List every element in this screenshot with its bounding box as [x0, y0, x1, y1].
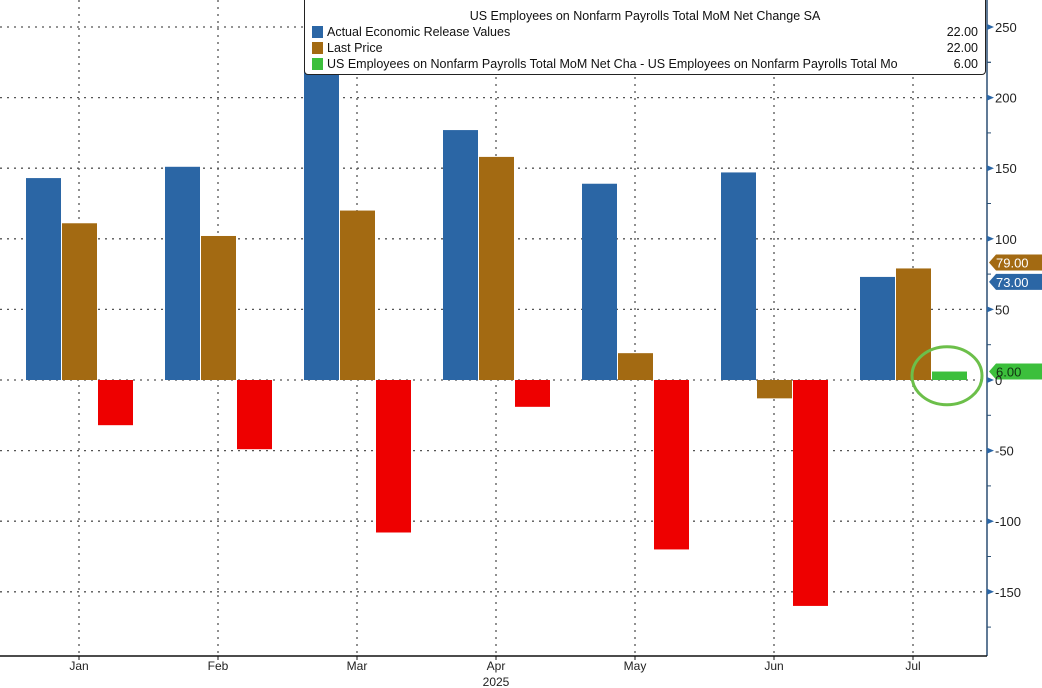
- legend: US Employees on Nonfarm Payrolls Total M…: [304, 0, 986, 75]
- bar-jul-series-2: [932, 371, 967, 380]
- y-tick-marker: [987, 165, 994, 172]
- y-tick-label: 250: [995, 20, 1017, 35]
- bar-jun-series-0: [721, 172, 756, 380]
- x-tick-label: Jun: [764, 659, 783, 673]
- bar-jan-series-0: [26, 178, 61, 380]
- y-tick-marker: [987, 588, 994, 595]
- y-tick-marker: [987, 377, 994, 383]
- x-tick-label: Feb: [208, 659, 229, 673]
- legend-label: US Employees on Nonfarm Payrolls Total M…: [327, 57, 898, 71]
- bar-jan-series-1: [62, 223, 97, 380]
- y-tick-label: 100: [995, 232, 1017, 247]
- bar-feb-series-1: [201, 235, 236, 380]
- bar-jun-series-2: [793, 380, 828, 606]
- legend-value: 22.00: [946, 41, 978, 55]
- highlight-circle: [910, 345, 984, 407]
- bar-jul-series-0: [860, 276, 895, 380]
- legend-label: Actual Economic Release Values: [327, 25, 511, 39]
- y-tick-label: -150: [995, 585, 1021, 600]
- bar-jun-series-1: [757, 380, 792, 399]
- bars: [26, 58, 967, 606]
- legend-value: 6.00: [953, 57, 978, 71]
- legend-item-difference: US Employees on Nonfarm Payrolls Total M…: [305, 56, 985, 72]
- bar-feb-series-2: [237, 380, 272, 450]
- bar-jul-series-1: [896, 268, 931, 380]
- y-tick-marker: [987, 24, 994, 30]
- x-axis-labels: Jan Feb Mar Apr May Jun Jul 2025: [69, 659, 920, 688]
- legend-item-last-price: Last Price 22.00: [305, 40, 985, 56]
- last-value-label: 79.00: [996, 255, 1029, 270]
- legend-item-actual: Actual Economic Release Values 22.00: [305, 24, 985, 40]
- annotations: 79.00 73.00 6.00: [910, 254, 1042, 407]
- last-value-tag: [989, 254, 1042, 271]
- bar-mar-series-2: [376, 380, 411, 533]
- bar-may-series-2: [654, 380, 689, 550]
- x-tick-label: May: [624, 659, 647, 673]
- y-tick-marker: [987, 447, 994, 454]
- chart-title: US Employees on Nonfarm Payrolls Total M…: [469, 9, 821, 23]
- axes: [0, 0, 994, 660]
- bar-mar-series-0: [304, 58, 339, 381]
- bar-mar-series-1: [340, 210, 375, 380]
- last-value-tag: [989, 273, 1042, 290]
- y-tick-label: 0: [995, 373, 1002, 388]
- y-tick-marker: [987, 518, 994, 525]
- bar-feb-series-0: [165, 166, 200, 380]
- x-axis-year-label: 2025: [483, 675, 510, 688]
- bar-may-series-0: [582, 183, 617, 380]
- x-tick-label: Apr: [487, 659, 506, 673]
- legend-swatch-difference: [312, 58, 323, 70]
- y-tick-marker: [987, 94, 994, 101]
- bar-apr-series-1: [479, 156, 514, 380]
- bar-jan-series-2: [98, 380, 133, 426]
- y-tick-label: 50: [995, 302, 1009, 317]
- legend-swatch-actual: [312, 26, 323, 38]
- last-value-label: 6.00: [996, 365, 1021, 380]
- bar-may-series-1: [618, 353, 653, 380]
- legend-value: 22.00: [946, 25, 978, 39]
- last-value-tag: [989, 363, 1042, 380]
- y-tick-marker: [987, 306, 994, 313]
- y-tick-label: -100: [995, 514, 1021, 529]
- gridlines: [0, 0, 987, 656]
- y-tick-label: 150: [995, 161, 1017, 176]
- x-tick-label: Mar: [347, 659, 368, 673]
- legend-label: Last Price: [327, 41, 383, 55]
- last-value-label: 73.00: [996, 275, 1029, 290]
- bar-apr-series-2: [515, 380, 550, 407]
- y-tick-label: 200: [995, 91, 1017, 106]
- y-tick-marker: [987, 235, 994, 242]
- legend-swatch-last-price: [312, 42, 323, 54]
- y-axis-labels: 250 200 150 100 50 0 -50 -100 -150: [995, 20, 1021, 600]
- y-tick-label: -50: [995, 444, 1014, 459]
- x-tick-label: Jul: [905, 659, 920, 673]
- bar-apr-series-0: [443, 130, 478, 380]
- x-tick-label: Jan: [69, 659, 88, 673]
